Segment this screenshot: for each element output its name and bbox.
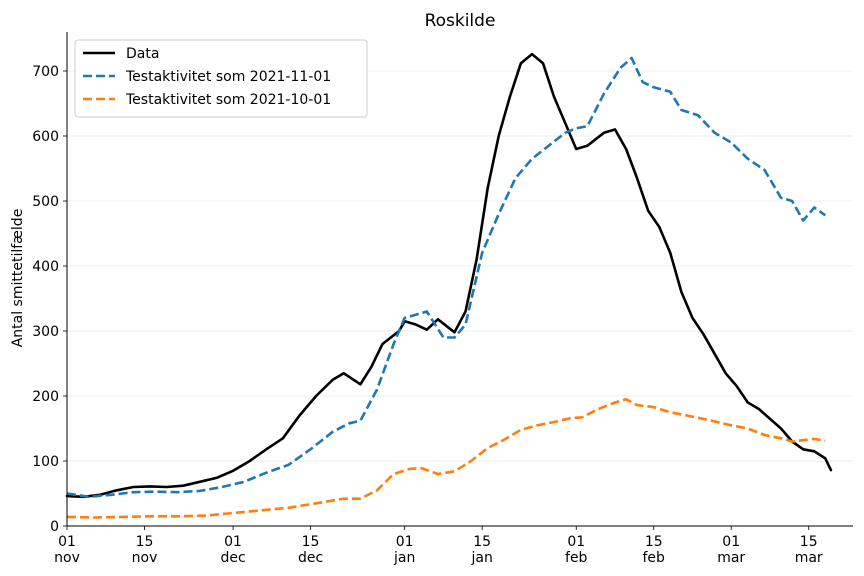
series-lines xyxy=(65,52,833,519)
legend: Data Testaktivitet som 2021-11-01 Testakti… xyxy=(74,39,368,118)
legend-label-2: Testaktivitet som 2021-11-01 xyxy=(125,69,331,85)
series-line-1 xyxy=(65,52,833,499)
x-tick-month: jan xyxy=(470,550,492,566)
x-tick-month: nov xyxy=(132,550,158,566)
x-tick-month: nov xyxy=(54,550,80,566)
chart-title: Roskilde xyxy=(425,11,496,31)
gridlines xyxy=(67,70,853,462)
x-tick-day: 01 xyxy=(58,534,76,550)
x-tick-month: dec xyxy=(298,550,323,566)
legend-label-1: Data xyxy=(126,46,159,62)
x-tick-day: 15 xyxy=(302,534,320,550)
x-tick-day: 01 xyxy=(396,534,414,550)
x-tick-day: 01 xyxy=(722,534,740,550)
tick-labels: 010020030040050060070001nov15nov01dec15d… xyxy=(32,64,823,566)
y-axis-label: Antal smittetilfælde xyxy=(10,209,26,348)
axes xyxy=(63,32,853,530)
x-tick-day: 01 xyxy=(567,534,585,550)
x-tick-day: 15 xyxy=(473,534,491,550)
x-tick-month: jan xyxy=(393,550,415,566)
x-tick-day: 15 xyxy=(800,534,818,550)
y-tick-label: 100 xyxy=(32,454,59,470)
series-line-2 xyxy=(66,56,827,499)
y-tick-label: 400 xyxy=(32,259,59,275)
y-tick-label: 300 xyxy=(32,324,59,340)
x-tick-month: dec xyxy=(220,550,245,566)
y-tick-label: 700 xyxy=(32,64,59,80)
series-line-3 xyxy=(66,398,826,519)
x-tick-day: 15 xyxy=(645,534,663,550)
y-tick-label: 500 xyxy=(32,194,59,210)
x-tick-month: feb xyxy=(565,550,588,566)
x-tick-month: feb xyxy=(643,550,666,566)
y-tick-label: 200 xyxy=(32,389,59,405)
x-tick-month: mar xyxy=(795,550,823,566)
y-tick-label: 600 xyxy=(32,129,59,145)
y-tick-label: 0 xyxy=(50,519,59,535)
legend-label-3: Testaktivitet som 2021-10-01 xyxy=(125,92,331,108)
x-tick-day: 01 xyxy=(224,534,242,550)
x-tick-month: mar xyxy=(717,550,745,566)
legend-box xyxy=(74,39,368,118)
x-tick-day: 15 xyxy=(136,534,154,550)
